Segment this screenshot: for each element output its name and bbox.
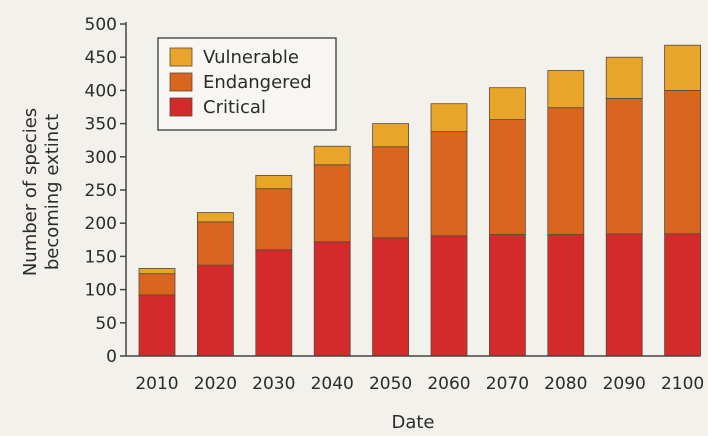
x-tick-label: 2050 bbox=[369, 374, 412, 394]
x-tick-label: 2080 bbox=[544, 374, 587, 394]
y-tick-label: 350 bbox=[85, 115, 117, 135]
bar-vulnerable-2040 bbox=[313, 145, 351, 166]
legend-swatch bbox=[169, 97, 193, 117]
bar-endangered-2100 bbox=[664, 90, 701, 235]
bar-stack-2050 bbox=[372, 123, 410, 357]
bar-endangered-2030 bbox=[255, 188, 293, 251]
bar-critical-2070 bbox=[488, 234, 526, 357]
y-tick-label: 450 bbox=[85, 48, 117, 68]
y-axis: 0 50 100 150 200 250 300 350 400 450 500 bbox=[85, 15, 127, 367]
legend-label: Endangered bbox=[203, 72, 312, 93]
y-tick-label: 200 bbox=[85, 214, 117, 234]
bar-endangered-2040 bbox=[313, 164, 351, 243]
y-tick-label: 0 bbox=[106, 347, 117, 367]
y-axis-title-line-1: Number of species bbox=[20, 108, 41, 276]
x-tick-label: 2030 bbox=[252, 374, 295, 394]
x-axis-title: Date bbox=[391, 412, 434, 433]
y-tick-label: 500 bbox=[85, 15, 117, 35]
y-tick-label: 100 bbox=[85, 281, 117, 301]
bar-stack-2010 bbox=[138, 267, 176, 357]
legend-swatch bbox=[169, 47, 193, 67]
bar-vulnerable-2090 bbox=[605, 56, 643, 99]
bar-critical-2080 bbox=[547, 234, 585, 357]
bar-critical-2030 bbox=[255, 249, 293, 357]
legend: Vulnerable Endangered Critical bbox=[157, 37, 337, 131]
bar-vulnerable-2020 bbox=[196, 212, 234, 223]
y-tick-label: 300 bbox=[85, 148, 117, 168]
x-tick-label: 2060 bbox=[427, 374, 470, 394]
bar-critical-2090 bbox=[605, 233, 643, 357]
legend-item-critical: Critical bbox=[169, 97, 266, 118]
y-tick-label: 50 bbox=[95, 314, 117, 334]
bar-endangered-2070 bbox=[488, 119, 526, 235]
legend-label: Vulnerable bbox=[203, 47, 299, 68]
bar-vulnerable-2070 bbox=[488, 87, 526, 120]
bar-endangered-2050 bbox=[372, 146, 410, 239]
bar-stack-2080 bbox=[547, 70, 585, 357]
bar-vulnerable-2060 bbox=[430, 103, 468, 132]
legend-swatch bbox=[169, 72, 193, 92]
bar-critical-2010 bbox=[138, 294, 176, 357]
bar-endangered-2060 bbox=[430, 131, 468, 237]
y-tick-label: 400 bbox=[85, 81, 117, 101]
x-tick-label: 2040 bbox=[311, 374, 354, 394]
bar-stack-2070 bbox=[488, 87, 526, 357]
bar-critical-2050 bbox=[372, 237, 410, 357]
bar-stack-2040 bbox=[313, 145, 351, 357]
bar-stack-2020 bbox=[196, 212, 234, 357]
bars bbox=[138, 44, 701, 357]
x-tick-label: 2010 bbox=[135, 374, 178, 394]
bar-endangered-2090 bbox=[605, 98, 643, 235]
bar-critical-2100 bbox=[664, 233, 701, 357]
bar-vulnerable-2030 bbox=[255, 174, 293, 190]
bar-critical-2040 bbox=[313, 241, 351, 357]
bar-vulnerable-2050 bbox=[372, 123, 410, 148]
x-axis: 2010 2020 2030 2040 2050 2060 2070 2080 2090 2100 bbox=[126, 355, 704, 394]
bar-stack-2060 bbox=[430, 103, 468, 357]
bar-endangered-2010 bbox=[138, 273, 176, 296]
y-tick-label: 150 bbox=[85, 247, 117, 267]
bar-vulnerable-2080 bbox=[547, 70, 585, 109]
y-axis-title: Number of species becoming extinct bbox=[20, 108, 63, 276]
legend-label: Critical bbox=[203, 97, 266, 118]
bar-endangered-2080 bbox=[547, 107, 585, 235]
x-tick-label: 2070 bbox=[486, 374, 529, 394]
x-tick-label: 2020 bbox=[194, 374, 237, 394]
x-tick-label: 2100 bbox=[661, 374, 704, 394]
bar-critical-2020 bbox=[196, 264, 234, 357]
bar-vulnerable-2100 bbox=[664, 44, 701, 91]
y-axis-title-line-2: becoming extinct bbox=[42, 114, 63, 270]
legend-item-endangered: Endangered bbox=[169, 72, 312, 93]
bar-stack-2030 bbox=[255, 174, 293, 357]
bar-critical-2060 bbox=[430, 235, 468, 357]
bar-stack-2090 bbox=[605, 56, 643, 357]
bar-endangered-2020 bbox=[196, 221, 234, 266]
bar-vulnerable-2010 bbox=[138, 267, 176, 275]
x-tick-label: 2090 bbox=[603, 374, 646, 394]
y-tick-label: 250 bbox=[85, 181, 117, 201]
bar-stack-2100 bbox=[664, 44, 701, 357]
legend-item-vulnerable: Vulnerable bbox=[169, 47, 299, 68]
